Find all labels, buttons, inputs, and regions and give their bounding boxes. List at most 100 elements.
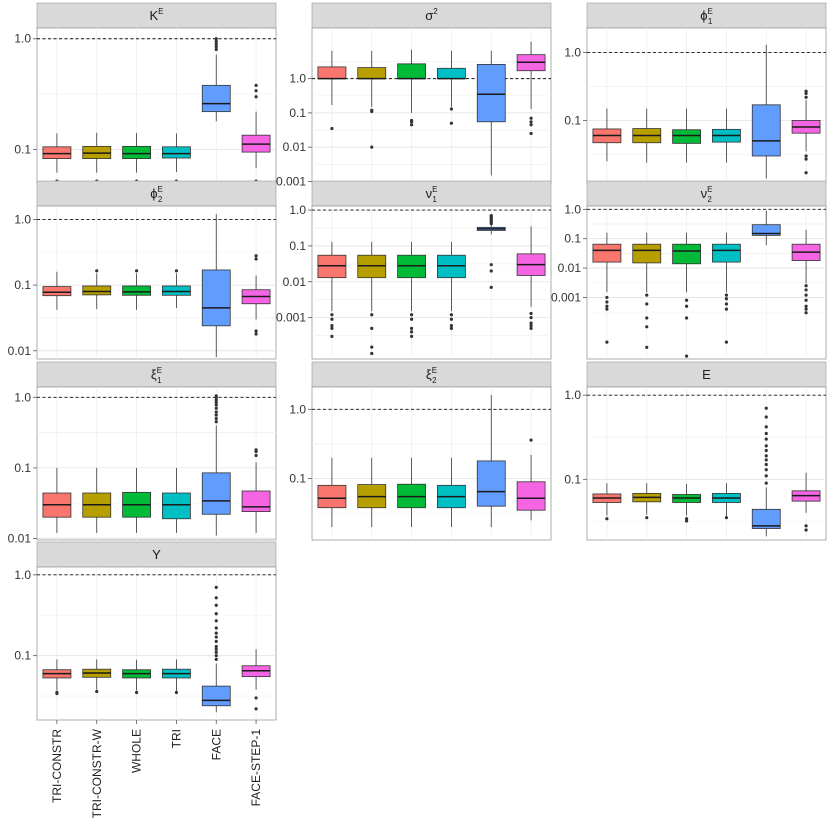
outlier-point [370, 345, 374, 349]
box-face [476, 395, 506, 528]
outlier-point [684, 316, 689, 320]
box-face-step-1 [241, 254, 271, 336]
outlier-point [529, 123, 533, 127]
outlier-point [214, 37, 218, 41]
facet-title: νE 1 [426, 185, 438, 204]
facet-title-superscript: E [157, 185, 162, 194]
box-whole [397, 49, 426, 127]
x-tick-label: TRI-CONSTR-W [90, 728, 104, 818]
box-face [751, 44, 781, 179]
outlier-point [764, 454, 768, 458]
box-face [201, 394, 231, 536]
facet-title-superscript: E [707, 185, 712, 194]
outlier-point [645, 316, 649, 320]
box-body [516, 481, 546, 511]
box-whole [122, 269, 151, 310]
outlier-point [804, 524, 808, 528]
facet-panel: ξE 2 0.1 1.0 [289, 361, 552, 541]
box-tri-constr-w [632, 232, 662, 349]
outlier-point [489, 285, 493, 289]
facet-title: ξE 2 [426, 366, 437, 385]
box-tri-constr-w [632, 108, 662, 163]
box-face-step-1 [241, 83, 271, 183]
box-tri [437, 241, 466, 330]
facet-title: ϕE 2 [150, 185, 163, 204]
outlier-point [214, 654, 218, 658]
outlier-point [764, 448, 768, 453]
y-tick-label: 1.0 [564, 46, 581, 60]
outlier-point [95, 689, 99, 694]
x-tick-label: FACE [209, 729, 223, 760]
outlier-point [804, 528, 808, 532]
box-tri [437, 50, 466, 125]
outlier-point [724, 516, 729, 520]
y-tick-label: 0.01 [8, 344, 32, 358]
box-tri [162, 659, 191, 695]
outlier-point [605, 340, 609, 344]
outlier-point [529, 316, 533, 320]
y-tick-label: 0.1 [289, 239, 306, 253]
outlier-point [254, 707, 258, 711]
outlier-point [449, 317, 454, 321]
y-tick-label: 0.1 [14, 461, 31, 475]
box-body [476, 460, 506, 507]
outlier-point [804, 284, 808, 288]
outlier-point [764, 406, 768, 410]
outlier-point [489, 269, 493, 273]
outlier-point [764, 458, 768, 462]
outlier-point [645, 345, 649, 349]
box-tri-constr-w [82, 467, 112, 533]
box-face-step-1 [791, 229, 821, 315]
outlier-point [449, 323, 454, 328]
box-face [751, 210, 781, 246]
outlier-point [214, 394, 218, 398]
outlier-point [254, 254, 258, 258]
box-face [201, 214, 231, 358]
outlier-point [529, 131, 533, 136]
facet-title-symbol: E [702, 367, 711, 382]
outlier-point [134, 690, 139, 695]
outlier-point [645, 325, 649, 329]
box-body [357, 67, 387, 80]
box-tri-constr-w [82, 269, 112, 310]
y-tick-label: 1.0 [14, 212, 31, 226]
outlier-point [254, 453, 258, 458]
outlier-point [804, 293, 808, 297]
outlier-point [804, 157, 808, 161]
plot-area [36, 386, 277, 541]
outlier-point [804, 154, 808, 158]
outlier-point [684, 519, 689, 523]
outlier-point [724, 302, 729, 306]
box-body [162, 285, 191, 296]
outlier-point [254, 696, 258, 700]
outlier-point [254, 332, 258, 336]
outlier-point [605, 304, 609, 308]
y-tick-label: 0.1 [14, 143, 31, 157]
outlier-point [254, 83, 258, 87]
facet-panel: ξE 1 0.01 0.1 1.0 [8, 361, 277, 545]
outlier-point [529, 120, 533, 124]
outlier-point [645, 293, 649, 297]
box-whole [672, 232, 701, 358]
outlier-point [409, 313, 414, 317]
outlier-point [214, 403, 218, 407]
facet-title: ϕE 1 [700, 7, 713, 26]
outlier-point [804, 91, 808, 96]
outlier-point [764, 468, 768, 472]
box-tri-constr [317, 50, 347, 131]
outlier-point [214, 603, 218, 607]
outlier-point [330, 334, 334, 338]
facet-title-subscript: 1 [157, 376, 162, 385]
box-body [162, 146, 191, 159]
outlier-point [55, 691, 59, 696]
box-tri-constr-w [82, 659, 112, 694]
box-tri-constr [317, 241, 347, 338]
outlier-point [764, 462, 768, 467]
outlier-point [764, 437, 768, 441]
outlier-point [605, 307, 609, 311]
outlier-point [449, 326, 454, 330]
facet-strip [36, 2, 277, 29]
box-body [397, 63, 426, 80]
box-tri-constr [592, 483, 622, 521]
